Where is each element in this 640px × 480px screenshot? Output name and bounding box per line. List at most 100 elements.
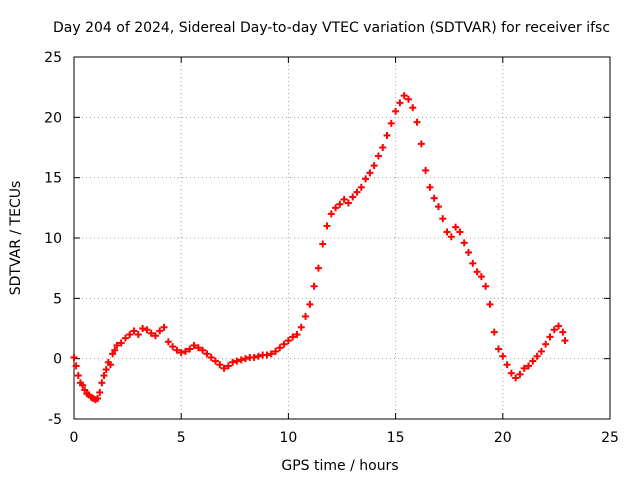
data-point [392,107,400,115]
data-point [546,333,554,341]
data-point [98,379,106,387]
data-point [280,340,288,348]
data-point [452,223,460,231]
y-tick-label: 20 [44,110,62,126]
data-point [559,328,567,336]
data-point [306,300,314,308]
data-point [430,194,438,202]
data-point [374,152,382,160]
data-point [242,355,250,363]
data-point [426,183,434,191]
data-point [194,344,202,352]
data-points [70,92,569,404]
data-point [469,259,477,267]
data-point [207,353,215,361]
data-point [332,204,340,212]
data-point [482,282,490,290]
data-point [212,357,220,365]
data-point [169,343,177,351]
data-point [224,362,232,370]
data-point [379,144,387,151]
data-point [383,131,391,139]
data-point [353,188,361,196]
data-point [72,362,80,370]
data-point [160,323,168,331]
data-point [323,222,331,230]
y-tick-label: -5 [48,412,62,428]
data-point [164,338,172,346]
data-point [520,364,528,372]
data-point [233,357,241,365]
data-point [156,327,164,335]
data-point [199,346,207,354]
data-point [106,361,114,369]
data-point [516,370,524,378]
data-point [177,349,185,357]
data-point [550,326,558,334]
y-tick-label: 10 [44,231,62,247]
data-point [263,351,271,359]
data-point [503,361,511,369]
data-point [126,331,134,339]
data-point [79,381,87,389]
data-point [340,195,348,203]
data-point [81,386,89,394]
data-point [70,353,78,361]
data-point [473,268,481,276]
data-point [512,374,520,382]
data-point [186,345,194,353]
data-point [216,361,224,369]
data-point [404,95,412,103]
data-point [237,356,245,364]
data-point [310,282,318,290]
data-point [336,200,344,208]
data-point [293,331,301,339]
x-tick-label: 0 [70,430,79,446]
data-point [396,99,404,107]
data-point [477,273,485,281]
data-point [561,337,569,345]
data-point [297,323,305,331]
data-point [130,327,138,335]
data-point [443,228,451,236]
data-point [370,162,378,170]
data-point [203,350,211,358]
grid-lines [74,57,610,419]
data-point [525,362,533,370]
data-point [422,166,430,174]
data-point [464,248,472,256]
data-point [434,203,442,211]
data-point [111,346,119,354]
data-point [151,332,159,340]
x-tick-label: 15 [387,430,405,446]
data-point [173,346,181,354]
data-point [529,357,537,365]
data-point [400,92,408,100]
data-point [349,193,357,201]
data-point [413,118,421,126]
data-point [456,228,464,236]
data-point [113,341,121,349]
data-point [507,369,515,377]
data-point [314,264,322,272]
chart-title: Day 204 of 2024, Sidereal Day-to-day VTE… [53,20,610,36]
data-point [254,352,262,360]
data-point [357,183,365,191]
data-point [344,199,352,207]
y-tick-label: 0 [53,352,62,368]
data-point [276,344,284,352]
data-point [94,394,102,402]
data-point [409,104,417,112]
data-point [439,215,447,223]
y-tick-label: 25 [44,50,62,66]
data-point [117,339,125,347]
data-point [319,240,327,248]
data-point [96,388,104,396]
data-point [220,364,228,372]
data-point [302,312,310,320]
y-axis-label: SDTVAR / TECUs [8,181,24,296]
data-point [181,347,189,355]
y-tick-label: 5 [53,291,62,307]
data-point [134,331,142,339]
